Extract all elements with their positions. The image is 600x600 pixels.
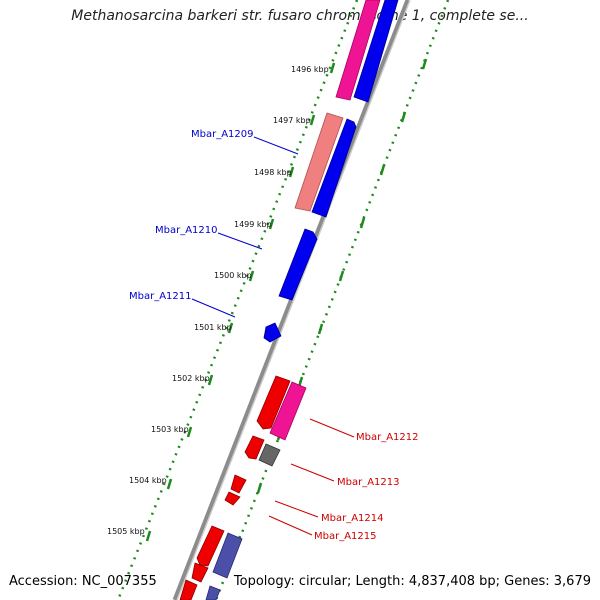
- tick-mark: [248, 270, 255, 282]
- tick-mark: [421, 58, 428, 70]
- tick-label: 1501 kbp: [194, 323, 232, 332]
- gene-labels: Mbar_A1209 Mbar_A1210 Mbar_A1211 Mbar_A1…: [129, 129, 419, 542]
- tick-mark: [400, 111, 407, 123]
- tick-mark: [309, 114, 316, 126]
- tick-mark: [359, 217, 366, 229]
- backbone: [172, 0, 411, 600]
- gene-label: Mbar_A1213: [337, 477, 400, 488]
- tick-label: 1503 kbp: [151, 425, 189, 434]
- tick-label: 1504 kbp: [129, 476, 167, 485]
- tick-label: 1498 kbp: [254, 168, 292, 177]
- inner-strand-features: [205, 0, 399, 600]
- gene-feature: [258, 443, 281, 467]
- gene-feature: [278, 228, 318, 301]
- tick-mark: [145, 530, 152, 542]
- gene-feature: [353, 0, 399, 103]
- tick-labels: 1496 kbp 1497 kbp 1498 kbp 1499 kbp 1500…: [107, 65, 329, 536]
- tick-mark: [268, 218, 275, 230]
- tick-label: 1497 kbp: [273, 116, 311, 125]
- tick-mark: [317, 323, 324, 335]
- gene-feature: [196, 525, 225, 567]
- gene-feature: [311, 118, 357, 218]
- tick-mark: [207, 374, 214, 386]
- genome-summary: Topology: circular; Length: 4,837,408 bp…: [233, 574, 591, 589]
- outer-strand-features: [179, 0, 381, 600]
- gene-label: Mbar_A1209: [191, 129, 254, 140]
- inner-scale-dots: [214, 0, 450, 600]
- outer-ticks: [145, 62, 336, 542]
- gene-label: Mbar_A1210: [155, 225, 218, 236]
- tick-mark: [227, 322, 234, 334]
- gene-feature: [335, 0, 381, 101]
- tick-mark: [379, 164, 386, 176]
- leader-line: [274, 500, 319, 518]
- gene-label: Mbar_A1211: [129, 291, 192, 302]
- gene-label: Mbar_A1214: [321, 513, 384, 524]
- tick-mark: [338, 270, 345, 282]
- leader-line: [268, 515, 313, 536]
- gene-feature: [256, 375, 291, 430]
- tick-label: 1499 kbp: [234, 220, 272, 229]
- leader-line: [253, 136, 299, 155]
- tick-mark: [288, 166, 295, 178]
- tick-mark: [166, 478, 173, 490]
- leader-line: [309, 418, 355, 438]
- gene-feature: [294, 112, 344, 212]
- leader-line: [191, 298, 236, 318]
- gene-feature: [230, 474, 247, 494]
- tick-label: 1500 kbp: [214, 271, 252, 280]
- tick-mark: [256, 482, 263, 494]
- gene-feature: [179, 579, 198, 600]
- gene-feature: [244, 435, 265, 460]
- gene-feature: [224, 491, 241, 506]
- tick-label: 1502 kbp: [172, 374, 210, 383]
- gene-label: Mbar_A1212: [356, 432, 419, 443]
- tick-label: 1496 kbp: [291, 65, 329, 74]
- gene-feature: [269, 381, 307, 441]
- tick-mark: [329, 62, 336, 74]
- gene-label: Mbar_A1215: [314, 531, 377, 542]
- tick-label: 1505 kbp: [107, 527, 145, 536]
- leader-line: [290, 463, 335, 482]
- accession-text: Accession: NC_007355: [9, 574, 157, 589]
- gene-feature: [263, 322, 282, 343]
- map-title: Methanosarcina barkeri str. fusaro chrom…: [71, 8, 529, 24]
- gene-feature: [212, 532, 243, 579]
- leader-line: [217, 232, 263, 250]
- gene-feature: [205, 585, 221, 600]
- gene-feature: [191, 562, 209, 583]
- tick-mark: [186, 426, 193, 438]
- label-leaders: [191, 136, 355, 536]
